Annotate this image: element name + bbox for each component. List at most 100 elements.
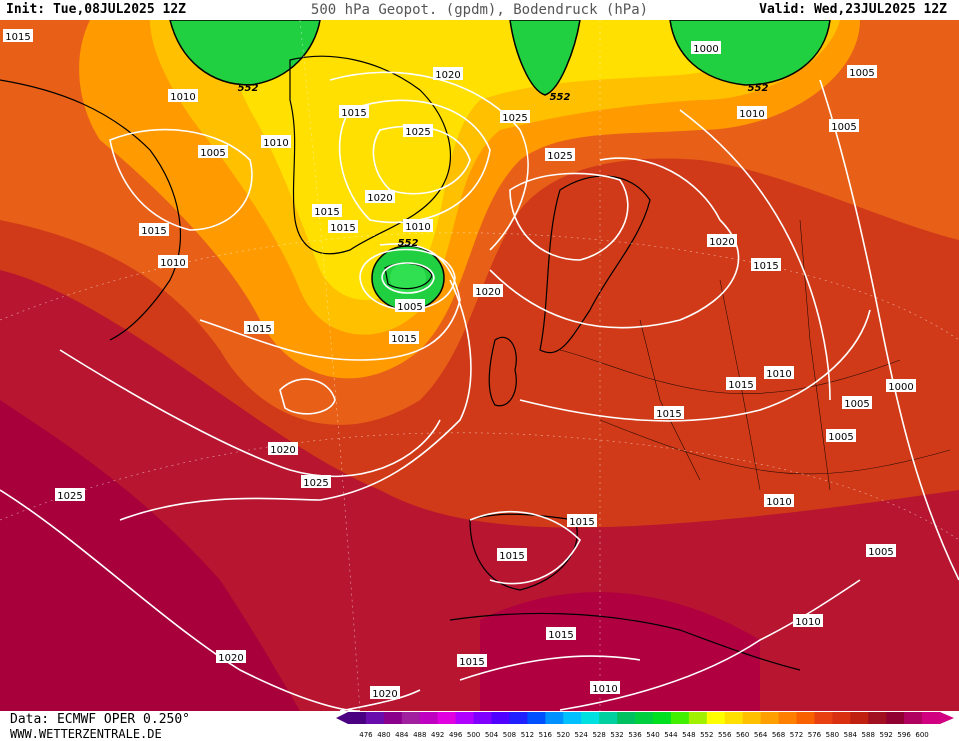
geopotential-label: 552 xyxy=(398,238,419,249)
isobar-label-bg xyxy=(158,255,188,268)
isobar-label-bg xyxy=(826,429,856,442)
isobar-label-bg xyxy=(691,41,721,54)
legend-level-label: 532 xyxy=(610,731,623,739)
isobar-label-bg xyxy=(261,135,291,148)
legend-swatch xyxy=(635,712,654,724)
isobar-label: 1015 xyxy=(656,409,681,420)
low-arctic-east xyxy=(669,20,831,86)
legend-swatch xyxy=(563,712,582,724)
isobar-label: 1015 xyxy=(548,630,573,641)
isobar-label: 1010 xyxy=(766,369,791,380)
legend-swatch xyxy=(706,712,726,724)
legend-swatch xyxy=(850,712,869,724)
legend-level-label: 560 xyxy=(736,731,749,739)
isobar-label: 1015 xyxy=(341,108,366,119)
isobar-label: 1010 xyxy=(263,138,288,149)
isobar-label-bg xyxy=(726,377,756,390)
isobar-label: 1005 xyxy=(828,432,853,443)
isobar-1025-scandinavia xyxy=(509,172,629,261)
legend-swatch xyxy=(832,712,851,724)
legend-swatch xyxy=(599,712,618,724)
isobar-label-bg xyxy=(829,119,859,132)
isobar-1025-atlantic xyxy=(0,489,361,711)
isobar-label: 1010 xyxy=(795,617,820,628)
north-africa-coast xyxy=(449,612,801,671)
isobar-label: 1020 xyxy=(367,193,392,204)
isobar-label: 1025 xyxy=(57,491,82,502)
isobar-1020-europe xyxy=(489,157,740,329)
low-greenland-west xyxy=(169,20,321,86)
legend-swatch xyxy=(814,712,833,724)
isobar-label: 1020 xyxy=(270,445,295,456)
legend-level-label: 520 xyxy=(557,731,570,739)
legend-level-label: 504 xyxy=(485,731,499,739)
isobar-label: 1015 xyxy=(753,261,778,272)
legend-swatch xyxy=(348,712,367,724)
isobar-label-bg xyxy=(339,105,369,118)
legend-level-label: 536 xyxy=(628,731,642,739)
isobar-1010-africa xyxy=(559,579,861,711)
isobar-label: 1000 xyxy=(693,44,718,55)
weather-map: 1015 1010 1005 1010 1015 1020 1025 1020 1015 1015… xyxy=(0,20,959,711)
color-legend: 476 480 484 488 492 496 500 504 508 512 516 520 524 5… xyxy=(336,712,954,739)
isobar-label: 1015 xyxy=(314,207,339,218)
isobar-label-bg xyxy=(198,145,228,158)
legend-level-label: 584 xyxy=(844,731,858,739)
isobar-1005-low xyxy=(381,262,435,294)
isobar-label-bg xyxy=(546,627,576,640)
legend-swatch xyxy=(760,712,780,724)
isobar-label-bg xyxy=(216,650,246,663)
isobar-1015-atlantic-ridge xyxy=(279,378,336,415)
isobar-label: 1015 xyxy=(728,380,753,391)
legend-level-label: 548 xyxy=(682,731,695,739)
legend-arrow-low xyxy=(336,712,348,724)
isobar-1020-south xyxy=(339,689,421,711)
isobar-label: 1010 xyxy=(592,684,617,695)
legend-swatch xyxy=(778,712,797,724)
isobar-label-bg xyxy=(328,220,358,233)
isobar-label: 1010 xyxy=(766,497,791,508)
isobar-label-bg xyxy=(590,681,620,694)
legend-level-label: 508 xyxy=(503,731,516,739)
isobar-label: 1025 xyxy=(547,151,572,162)
isobar-label: 1015 xyxy=(246,324,271,335)
isobar-1020-atlantic xyxy=(59,349,441,478)
legend-level-label: 512 xyxy=(521,731,534,739)
isobar-label: 1015 xyxy=(499,551,524,562)
legend-level-label: 516 xyxy=(539,731,553,739)
isobar-label-bg xyxy=(751,258,781,271)
legend-level-label: 572 xyxy=(790,731,803,739)
isobar-1025-azores xyxy=(119,279,472,521)
britain-coast xyxy=(488,336,517,407)
legend-level-label: 600 xyxy=(915,731,928,739)
isobar-label: 1020 xyxy=(475,287,500,298)
legend-swatch xyxy=(419,712,439,724)
map-title: 500 hPa Geopot. (gpdm), Bodendruck (hPa) xyxy=(310,2,649,18)
isobar-label-bg xyxy=(707,234,737,247)
legend-swatch xyxy=(473,712,493,724)
isobar-label: 1015 xyxy=(459,657,484,668)
isobar-labels: 1015 1010 1005 1010 1015 1020 1025 1020 1015 1015… xyxy=(3,29,916,700)
isobar-label-bg xyxy=(403,219,433,232)
legend-level-label: 596 xyxy=(897,731,911,739)
isobar-label: 1005 xyxy=(397,302,422,313)
isobar-1005-east xyxy=(819,79,959,581)
legend-swatch xyxy=(688,712,708,724)
isobar-label-bg xyxy=(168,89,198,102)
legend-level-label: 480 xyxy=(377,731,390,739)
isobar-1015-north xyxy=(329,71,529,251)
band-hot-africa xyxy=(480,592,760,711)
legend-swatch xyxy=(437,712,457,724)
isobar-1010-east xyxy=(679,109,831,401)
legend-level-label: 492 xyxy=(431,731,444,739)
isobar-label: 1005 xyxy=(868,547,893,558)
legend-level-label: 484 xyxy=(395,731,409,739)
isobar-label: 1020 xyxy=(218,653,243,664)
isobar-label-bg xyxy=(473,284,503,297)
isobar-label: 1015 xyxy=(391,334,416,345)
legend-level-label: 552 xyxy=(700,731,713,739)
legend-level-label: 556 xyxy=(718,731,732,739)
isobar-1015-europe xyxy=(519,309,871,422)
legend-level-label: 496 xyxy=(449,731,463,739)
isobar-label-bg xyxy=(886,379,916,392)
